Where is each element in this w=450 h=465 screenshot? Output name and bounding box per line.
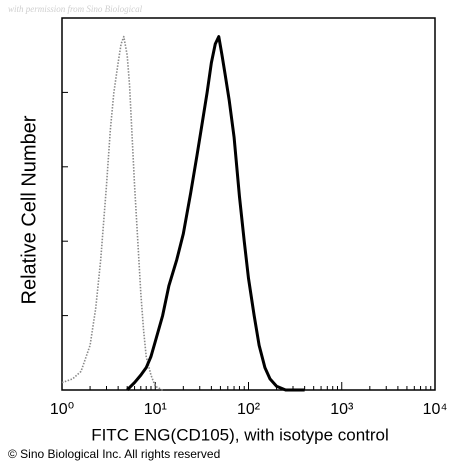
x-tick-label: 10⁰ bbox=[50, 401, 74, 418]
histogram-line bbox=[61, 35, 163, 391]
histogram-line bbox=[126, 35, 305, 392]
x-tick-label: 10³ bbox=[330, 401, 354, 418]
plot-frame bbox=[61, 17, 436, 391]
watermark: with permission from Sino Biological bbox=[8, 4, 143, 14]
y-axis-label: Relative Cell Number bbox=[18, 115, 40, 304]
footer: © Sino Biological Inc. All rights reserv… bbox=[8, 447, 220, 461]
x-tick-label: 10⁴ bbox=[423, 401, 448, 418]
x-axis-label: FITC ENG(CD105), with isotype control bbox=[91, 425, 389, 444]
x-tick-label: 10² bbox=[237, 401, 261, 418]
x-tick-label: 10¹ bbox=[144, 401, 167, 418]
